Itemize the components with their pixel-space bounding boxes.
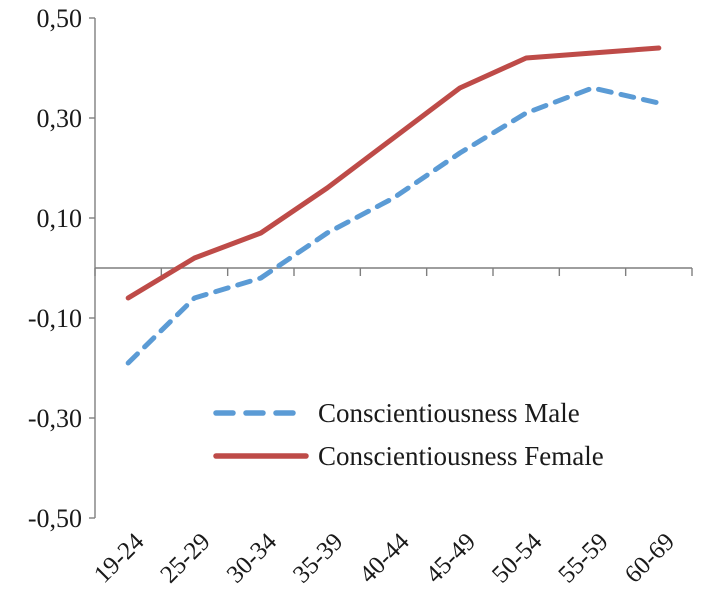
- x-tick-label: 55-59: [553, 528, 613, 588]
- y-tick-label: 0,10: [37, 204, 83, 233]
- y-tick-label: -0,50: [28, 504, 82, 533]
- x-tick-label: 45-49: [421, 528, 481, 588]
- x-tick-label: 50-54: [487, 528, 548, 589]
- legend-label-male: Conscientiousness Male: [318, 398, 580, 428]
- series-line-male: [125, 85, 662, 366]
- y-tick-label: 0,30: [37, 104, 83, 133]
- x-tick-label: 25-29: [155, 528, 215, 588]
- series-line-female: [125, 45, 662, 301]
- x-tick-label: 30-34: [222, 528, 283, 589]
- legend-label-female: Conscientiousness Female: [318, 441, 604, 471]
- x-tick-label: 40-44: [354, 528, 415, 589]
- y-tick-label: -0,30: [28, 404, 82, 433]
- x-tick-label: 35-39: [288, 528, 348, 588]
- x-tick-label: 60-69: [620, 528, 680, 588]
- x-tick-label: 19-24: [89, 528, 150, 589]
- y-tick-label: 0,50: [37, 4, 83, 33]
- y-tick-label: -0,10: [28, 304, 82, 333]
